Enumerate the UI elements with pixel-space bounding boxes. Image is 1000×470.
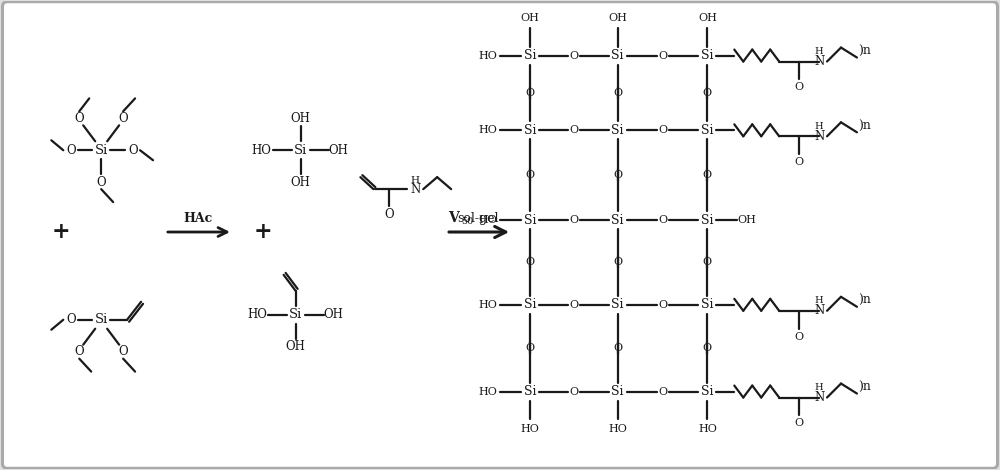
Text: O: O <box>569 300 578 310</box>
Text: HO: HO <box>252 144 272 157</box>
Text: O: O <box>525 343 534 353</box>
Text: HO: HO <box>479 215 497 225</box>
Text: Si: Si <box>611 124 624 137</box>
Text: )n: )n <box>858 381 871 394</box>
Text: O: O <box>74 345 84 358</box>
Text: H: H <box>815 47 823 56</box>
Text: +: + <box>253 221 272 243</box>
Text: Si: Si <box>95 144 108 157</box>
Text: O: O <box>66 313 76 326</box>
Text: OH: OH <box>608 13 627 23</box>
Text: O: O <box>795 418 804 429</box>
Text: H: H <box>815 296 823 306</box>
Text: H: H <box>815 122 823 131</box>
Text: Si: Si <box>701 124 714 137</box>
Text: N: N <box>814 391 824 404</box>
Text: O: O <box>658 51 667 61</box>
Text: HO: HO <box>698 424 717 434</box>
Text: O: O <box>658 300 667 310</box>
Text: Si: Si <box>524 213 536 227</box>
Text: HO: HO <box>479 125 497 135</box>
Text: OH: OH <box>286 340 306 353</box>
Text: HO: HO <box>479 300 497 310</box>
Text: OH: OH <box>291 176 311 188</box>
Text: O: O <box>385 208 394 220</box>
Text: O: O <box>118 345 128 358</box>
Text: Si: Si <box>611 385 624 398</box>
Text: O: O <box>658 386 667 397</box>
Text: O: O <box>613 88 622 98</box>
Text: Si: Si <box>701 213 714 227</box>
Text: Si: Si <box>524 49 536 62</box>
Text: OH: OH <box>324 308 343 321</box>
Text: Si: Si <box>289 308 302 321</box>
Text: H: H <box>815 383 823 392</box>
Text: O: O <box>795 82 804 93</box>
Text: Si: Si <box>611 213 624 227</box>
Text: O: O <box>128 144 138 157</box>
Text: O: O <box>613 258 622 267</box>
Text: O: O <box>613 170 622 180</box>
Text: )n: )n <box>858 120 871 133</box>
Text: )n: )n <box>858 45 871 58</box>
Text: Si: Si <box>95 313 108 326</box>
Text: O: O <box>658 215 667 225</box>
Text: V: V <box>448 211 459 225</box>
Text: O: O <box>569 125 578 135</box>
Text: OH: OH <box>291 112 311 125</box>
Text: O: O <box>795 332 804 342</box>
Text: O: O <box>795 157 804 167</box>
Text: HO: HO <box>479 386 497 397</box>
Text: OH: OH <box>329 144 348 157</box>
Text: 50: 50 <box>461 217 473 226</box>
Text: )n: )n <box>858 294 871 307</box>
Text: O: O <box>658 125 667 135</box>
Text: Si: Si <box>524 124 536 137</box>
Text: N: N <box>410 183 420 196</box>
Text: O: O <box>569 386 578 397</box>
Text: OH: OH <box>698 13 717 23</box>
Text: N: N <box>814 55 824 68</box>
Text: N: N <box>814 304 824 317</box>
Text: O: O <box>569 51 578 61</box>
Text: +: + <box>52 221 71 243</box>
Text: HO: HO <box>248 308 268 321</box>
Text: O: O <box>525 258 534 267</box>
Text: O: O <box>66 144 76 157</box>
Text: HAc: HAc <box>183 212 213 225</box>
Text: O: O <box>703 258 712 267</box>
Text: O: O <box>525 88 534 98</box>
Text: HO: HO <box>520 424 539 434</box>
Text: OH: OH <box>738 215 757 225</box>
Text: O: O <box>613 343 622 353</box>
Text: HO: HO <box>479 51 497 61</box>
Text: Si: Si <box>524 298 536 311</box>
Text: O: O <box>703 88 712 98</box>
Text: Si: Si <box>524 385 536 398</box>
Text: Si: Si <box>701 49 714 62</box>
Text: Si: Si <box>701 385 714 398</box>
Text: H: H <box>411 176 420 185</box>
Text: N: N <box>814 130 824 143</box>
Text: O: O <box>525 170 534 180</box>
Text: O: O <box>569 215 578 225</box>
Text: Si: Si <box>611 49 624 62</box>
Text: sol-gel: sol-gel <box>457 212 499 225</box>
Text: O: O <box>703 343 712 353</box>
Text: HO: HO <box>608 424 627 434</box>
Text: O: O <box>74 112 84 125</box>
Text: OH: OH <box>520 13 539 23</box>
Text: O: O <box>96 176 106 188</box>
Text: O: O <box>118 112 128 125</box>
Text: Si: Si <box>611 298 624 311</box>
Text: Si: Si <box>701 298 714 311</box>
Text: O: O <box>703 170 712 180</box>
Text: Si: Si <box>294 144 307 157</box>
